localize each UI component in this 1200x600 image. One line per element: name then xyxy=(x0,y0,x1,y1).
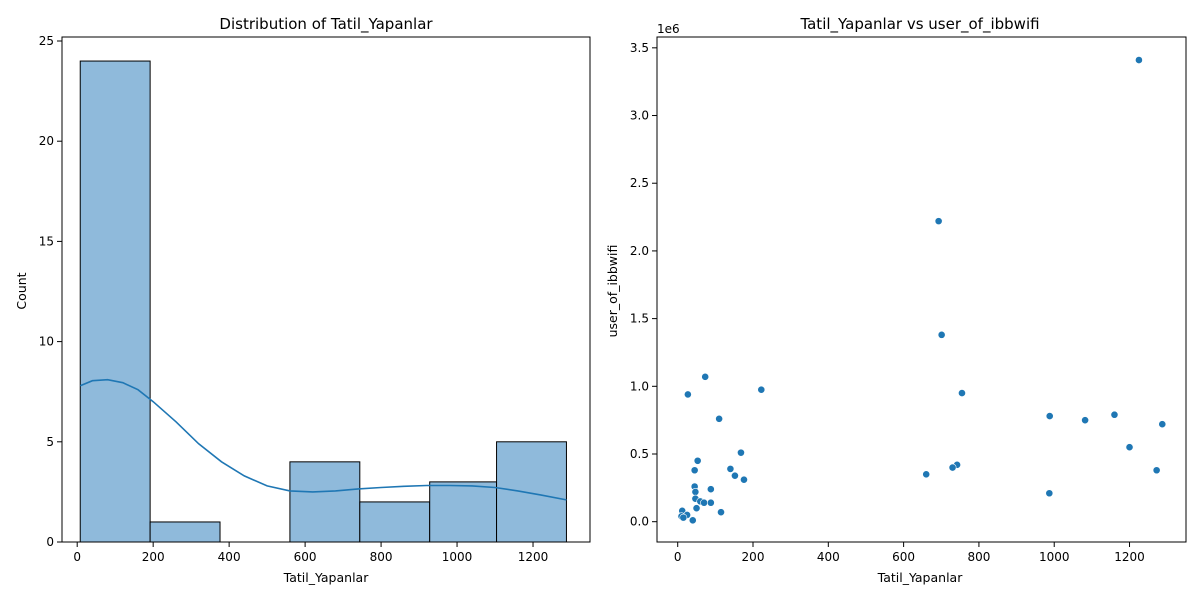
histogram-plot-frame xyxy=(61,36,591,543)
scatter-y-tick-label: 0.0 xyxy=(630,515,649,529)
histogram-x-tick-label: 400 xyxy=(218,550,241,564)
scatter-point xyxy=(934,217,943,226)
scatter-y-tick-label: 0.5 xyxy=(630,447,649,461)
scatter-x-tick-label: 1000 xyxy=(1039,550,1070,564)
scatter-y-label: user_of_ibbwifi xyxy=(605,245,620,338)
scatter-x-tick-label: 1200 xyxy=(1114,550,1145,564)
kde-curve xyxy=(79,378,567,501)
histogram-x-tick-label: 800 xyxy=(370,550,393,564)
histogram-x-tick-label: 0 xyxy=(73,550,81,564)
histogram-y-tick-label: 10 xyxy=(39,335,54,349)
histogram-y-tick-label: 15 xyxy=(39,234,54,248)
histogram-panel: Distribution of Tatil_Yapanlar Tatil_Yap… xyxy=(14,15,591,585)
scatter-x-label: Tatil_Yapanlar xyxy=(877,570,964,585)
scatter-y-tick-label: 1.5 xyxy=(630,312,649,326)
histogram-bar xyxy=(496,441,567,543)
histogram-y-tick-label: 5 xyxy=(46,435,54,449)
scatter-point xyxy=(1110,410,1119,419)
scatter-point xyxy=(690,466,699,475)
scatter-title: Tatil_Yapanlar vs user_of_ibbwifi xyxy=(799,15,1039,34)
scatter-x-tick-label: 0 xyxy=(674,550,682,564)
scatter-point xyxy=(726,464,735,473)
scatter-point xyxy=(715,414,724,423)
scatter-y-scale-label: 1e6 xyxy=(657,22,680,36)
histogram-bar xyxy=(79,60,151,543)
scatter-plot-frame xyxy=(656,36,1187,543)
scatter-point xyxy=(757,385,766,394)
scatter-x-tick-label: 800 xyxy=(967,550,990,564)
scatter-point xyxy=(1125,443,1134,452)
scatter-point xyxy=(1045,489,1054,498)
scatter-point xyxy=(691,488,700,496)
scatter-point xyxy=(692,504,701,513)
scatter-point xyxy=(731,471,739,480)
scatter-point xyxy=(937,330,946,339)
histogram-bar xyxy=(289,461,361,543)
scatter-point xyxy=(717,508,725,517)
scatter-y-tick-label: 1.0 xyxy=(630,379,649,393)
scatter-point xyxy=(1152,466,1161,475)
scatter-y-tick-label: 3.0 xyxy=(630,109,649,123)
scatter-x-tick-label: 200 xyxy=(742,550,765,564)
histogram-x-tick-label: 1000 xyxy=(442,550,473,564)
scatter-x-tick-label: 400 xyxy=(817,550,840,564)
scatter-point xyxy=(688,516,697,525)
histogram-y-tick-label: 25 xyxy=(39,34,54,48)
scatter-point xyxy=(706,498,715,507)
histogram-bar xyxy=(359,501,431,543)
scatter-point xyxy=(679,513,688,522)
scatter-point xyxy=(700,498,708,507)
histogram-bar xyxy=(429,481,498,543)
histogram-x-label: Tatil_Yapanlar xyxy=(283,570,370,585)
scatter-point xyxy=(958,389,966,397)
scatter-point xyxy=(737,448,745,457)
histogram-x-tick-label: 1200 xyxy=(518,550,549,564)
scatter-point xyxy=(706,485,715,494)
histogram-y-label: Count xyxy=(14,272,29,309)
scatter-point xyxy=(922,470,931,479)
histogram-title: Distribution of Tatil_Yapanlar xyxy=(219,15,433,34)
scatter-panel: Tatil_Yapanlar vs user_of_ibbwifi Tatil_… xyxy=(605,15,1187,585)
scatter-point xyxy=(701,372,710,381)
scatter-y-tick-label: 2.0 xyxy=(630,244,649,258)
histogram-x-tick-label: 600 xyxy=(294,550,317,564)
scatter-point xyxy=(1158,420,1167,429)
scatter-point xyxy=(948,463,957,472)
histogram-y-tick-label: 0 xyxy=(46,535,54,549)
scatter-point xyxy=(1045,412,1054,420)
histogram-y-tick-label: 20 xyxy=(39,134,54,148)
scatter-point xyxy=(740,475,748,484)
scatter-y-tick-label: 2.5 xyxy=(630,176,649,190)
scatter-x-tick-label: 600 xyxy=(892,550,915,564)
histogram-x-tick-label: 200 xyxy=(142,550,165,564)
scatter-point xyxy=(1081,416,1089,425)
scatter-point xyxy=(693,456,702,465)
scatter-point xyxy=(1135,56,1143,64)
histogram-bar xyxy=(149,521,221,543)
scatter-y-tick-label: 3.5 xyxy=(630,41,649,55)
scatter-point xyxy=(683,390,692,399)
